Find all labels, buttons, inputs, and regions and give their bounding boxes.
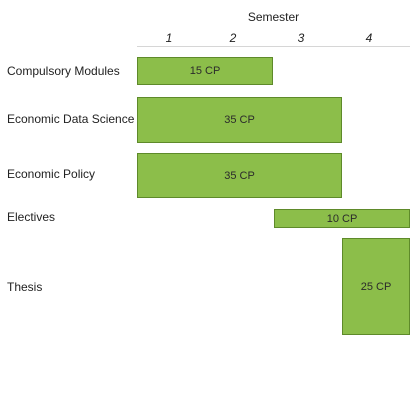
header-divider xyxy=(137,46,410,47)
semester-4-label: 4 xyxy=(365,31,373,45)
block-credits-electives: 10 CP xyxy=(326,212,358,225)
row-label-compulsory-modules: Compulsory Modules xyxy=(7,64,120,78)
block-thesis: 25 CP xyxy=(342,238,410,335)
semester-2-label: 2 xyxy=(229,31,237,45)
block-credits-compulsory-modules: 15 CP xyxy=(189,65,221,77)
row-label-economic-data-science: Economic Data Science xyxy=(7,112,135,126)
block-economic-data-science: 35 CP xyxy=(137,97,342,143)
block-economic-policy: 35 CP xyxy=(137,153,342,198)
block-compulsory-modules: 15 CP xyxy=(137,57,273,85)
block-credits-economic-data-science: 35 CP xyxy=(224,114,255,126)
block-electives: 10 CP xyxy=(274,209,410,228)
semester-3-label: 3 xyxy=(297,31,305,45)
row-label-thesis: Thesis xyxy=(7,280,43,294)
row-label-economic-policy: Economic Policy xyxy=(7,167,96,181)
semester-1-label: 1 xyxy=(165,31,173,45)
block-credits-thesis: 25 CP xyxy=(360,280,392,293)
row-label-electives: Electives xyxy=(7,210,56,224)
semester-header: Semester xyxy=(247,10,300,24)
block-credits-economic-policy: 35 CP xyxy=(224,169,255,182)
